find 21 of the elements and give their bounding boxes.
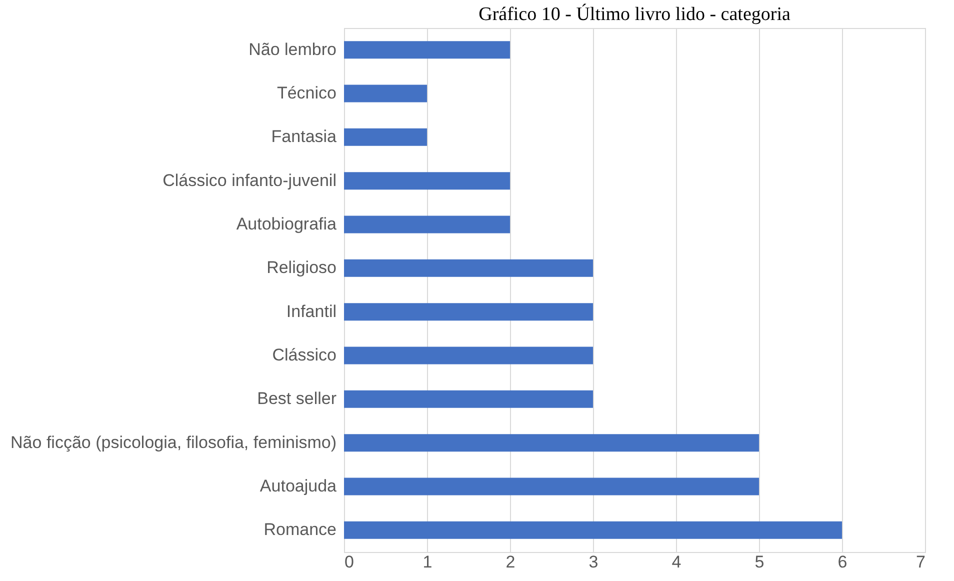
x-tick-label: 2 [506,552,516,572]
x-tick-label: 1 [422,552,432,572]
y-tick-label: Religioso [266,258,336,278]
y-tick-label: Infantil [286,302,336,321]
chart-title: Gráfico 10 - Último livro lido - categoria [478,3,791,25]
y-tick-label: Romance [264,520,336,540]
x-tick-label: 5 [754,552,764,572]
x-tick-label: 4 [672,552,682,572]
y-tick-label: Não lembro [248,40,336,59]
y-tick-label: Best seller [257,389,337,408]
y-tick-label: Clássico infanto-juvenil [162,170,336,190]
x-tick-label: 3 [588,552,598,572]
x-tick-label: 7 [916,552,926,572]
y-tick-label: Não ficção (psicologia, filosofia, feminismo) [10,432,336,452]
y-tick-label: Autoajuda [260,476,338,496]
y-tick-label: Clássico [272,346,336,364]
x-tick-label: 6 [838,552,848,572]
y-tick-label: Autobiografia [236,214,338,234]
x-tick-label: 0 [344,552,354,572]
y-tick-label: Técnico [276,84,336,102]
y-tick-label: Fantasia [271,127,338,146]
